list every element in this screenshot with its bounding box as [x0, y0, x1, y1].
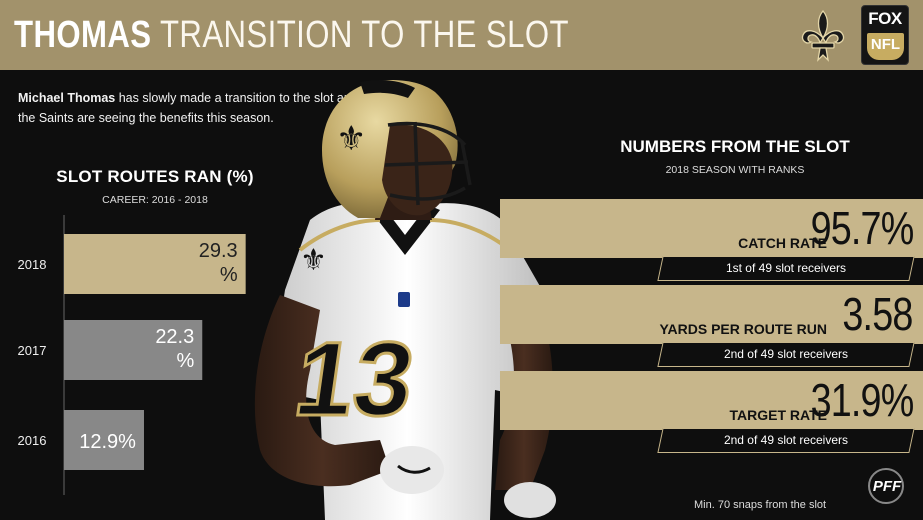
stats-title: NUMBERS FROM THE SLOT [620, 137, 850, 156]
right-arm [254, 295, 390, 487]
intro-body: has slowly made a transition to the slot… [18, 91, 358, 125]
stat-value: 3.58 [842, 288, 914, 340]
right-glove [380, 446, 444, 494]
stat-label: YARDS PER ROUTE RUN [659, 321, 827, 337]
chart-subtitle: CAREER: 2016 - 2018 [102, 194, 208, 206]
bar-group-2018: 2018 29.3% [18, 234, 246, 294]
bar-group-2017: 2017 22.3% [18, 320, 203, 380]
rank-text: 2nd of 49 slot receivers [723, 347, 849, 361]
chart-title: SLOT ROUTES RAN (%) [56, 167, 254, 186]
rank-text: 1st of 49 slot receivers [725, 261, 847, 275]
pff-logo-ring [868, 468, 904, 504]
title-bold: THOMAS [14, 14, 152, 56]
nfl-logo-text: NFL [867, 33, 904, 60]
category-label-2018: 2018 [18, 257, 47, 272]
category-label-2016: 2016 [18, 433, 47, 448]
stat-band-target-rate: TARGET RATE 31.9% [500, 371, 923, 430]
stat-label: CATCH RATE [738, 235, 827, 251]
stat-band-catch-rate: CATCH RATE 95.7% [500, 199, 923, 258]
intro-text: Michael Thomas has slowly made a transit… [18, 88, 358, 128]
player-name: Michael Thomas [18, 91, 116, 105]
stat-value: 95.7% [810, 202, 914, 254]
bar-value-label-2018: 29.3 [199, 240, 238, 262]
title-light: TRANSITION TO THE SLOT [159, 14, 569, 56]
bar-value-label-2017: % [176, 350, 194, 372]
bar-2018 [64, 234, 246, 294]
slot-routes-bar-chart: 2018 29.3% 2017 22.3% 2016 12.9% [18, 215, 246, 495]
footnote: Min. 70 snaps from the slot [694, 499, 827, 511]
bar-group-2016: 2016 12.9% [18, 410, 144, 470]
jersey-number: 13 [288, 320, 421, 437]
category-label-2017: 2017 [18, 343, 47, 358]
fox-nfl-logo: FOX NFL [861, 5, 909, 65]
stat-label: TARGET RATE [729, 407, 827, 423]
bar-value-label-2016: 12.9% [79, 431, 136, 453]
bar-value-label-2017: 22.3 [155, 326, 194, 348]
jersey-shape [270, 202, 545, 520]
bar-2016 [64, 410, 144, 470]
stat-band-yards-per-route: YARDS PER ROUTE RUN 3.58 [500, 285, 923, 344]
pff-logo: PFF [864, 468, 910, 506]
header-band: THOMAS TRANSITION TO THE SLOT FOX NFL [0, 0, 923, 70]
bar-2017 [64, 320, 203, 380]
saints-fleur-de-lis-logo [801, 10, 845, 62]
stat-value: 31.9% [810, 374, 914, 426]
left-glove [504, 482, 556, 518]
player-illustration: 13 ⚜ ⚜ [254, 80, 556, 520]
bar-value-label-2018: % [220, 264, 238, 286]
svg-text:⚜: ⚜ [336, 120, 366, 158]
fox-logo-text: FOX [868, 9, 902, 28]
page-title: THOMAS TRANSITION TO THE SLOT [14, 14, 569, 56]
svg-text:⚜: ⚜ [300, 244, 327, 277]
rank-text: 2nd of 49 slot receivers [723, 433, 849, 447]
stats-subtitle: 2018 SEASON WITH RANKS [665, 164, 805, 176]
pff-logo-text: PFF [872, 478, 902, 495]
